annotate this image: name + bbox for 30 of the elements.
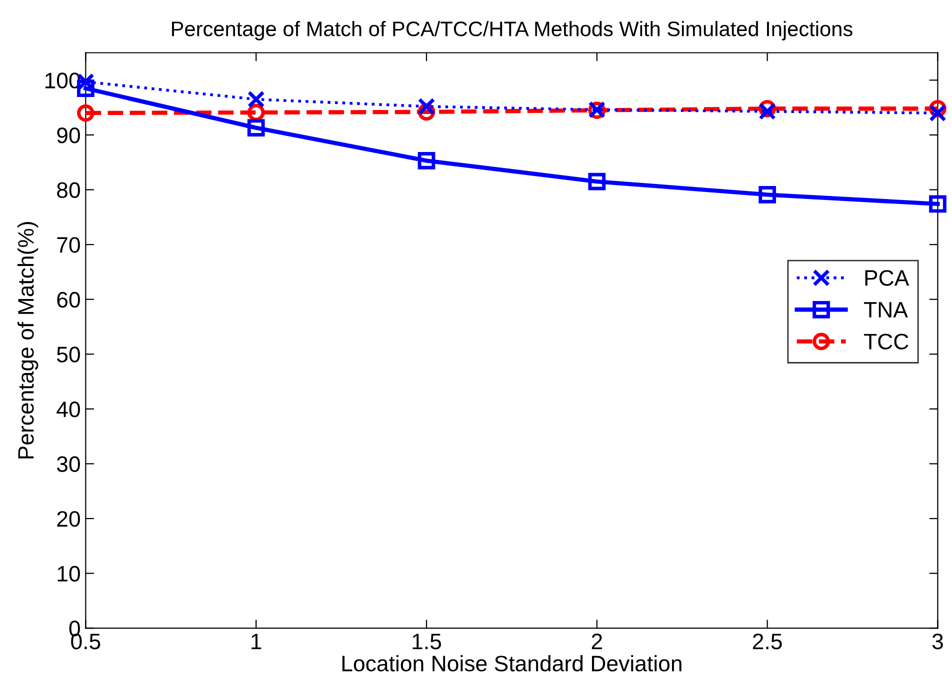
- point: [929, 104, 946, 122]
- point: [929, 195, 946, 213]
- point: [758, 102, 776, 120]
- y-tick-label: 90: [57, 127, 80, 144]
- y-tick-label: 30: [56, 456, 80, 472]
- y-tick-label: 80: [57, 182, 80, 198]
- point: [247, 119, 265, 136]
- point: [418, 152, 436, 170]
- y-tick-label: 10: [58, 566, 80, 582]
- point: [247, 90, 265, 108]
- y-tick-label: 50: [56, 346, 80, 362]
- y-tick-label: 60: [57, 292, 80, 308]
- y-axis-title: Percentage of Match(%): [17, 222, 38, 458]
- y-tick-label: 70: [57, 237, 80, 253]
- point: [77, 104, 94, 122]
- y-tick-label: 20: [57, 511, 80, 527]
- x-tick-label: 2.5: [752, 634, 782, 650]
- x-axis-title: Location Noise Standard Deviation: [342, 655, 682, 672]
- y-tick-label: 40: [56, 401, 80, 418]
- legend-label: TCC: [864, 334, 908, 350]
- legend-label: TNA: [864, 302, 908, 318]
- point: [588, 172, 606, 190]
- point: [758, 186, 776, 204]
- legend-label: PCA: [865, 270, 910, 286]
- point: [418, 98, 436, 116]
- x-tick-label: 3: [932, 634, 943, 650]
- x-tick-label: 1: [252, 634, 262, 650]
- chart-title: Percentage of Match of PCA/TCC/HTA Methods With Simulated Injections: [172, 20, 852, 40]
- x-tick-label: 1.5: [412, 634, 442, 650]
- x-tick-label: 2: [592, 634, 602, 650]
